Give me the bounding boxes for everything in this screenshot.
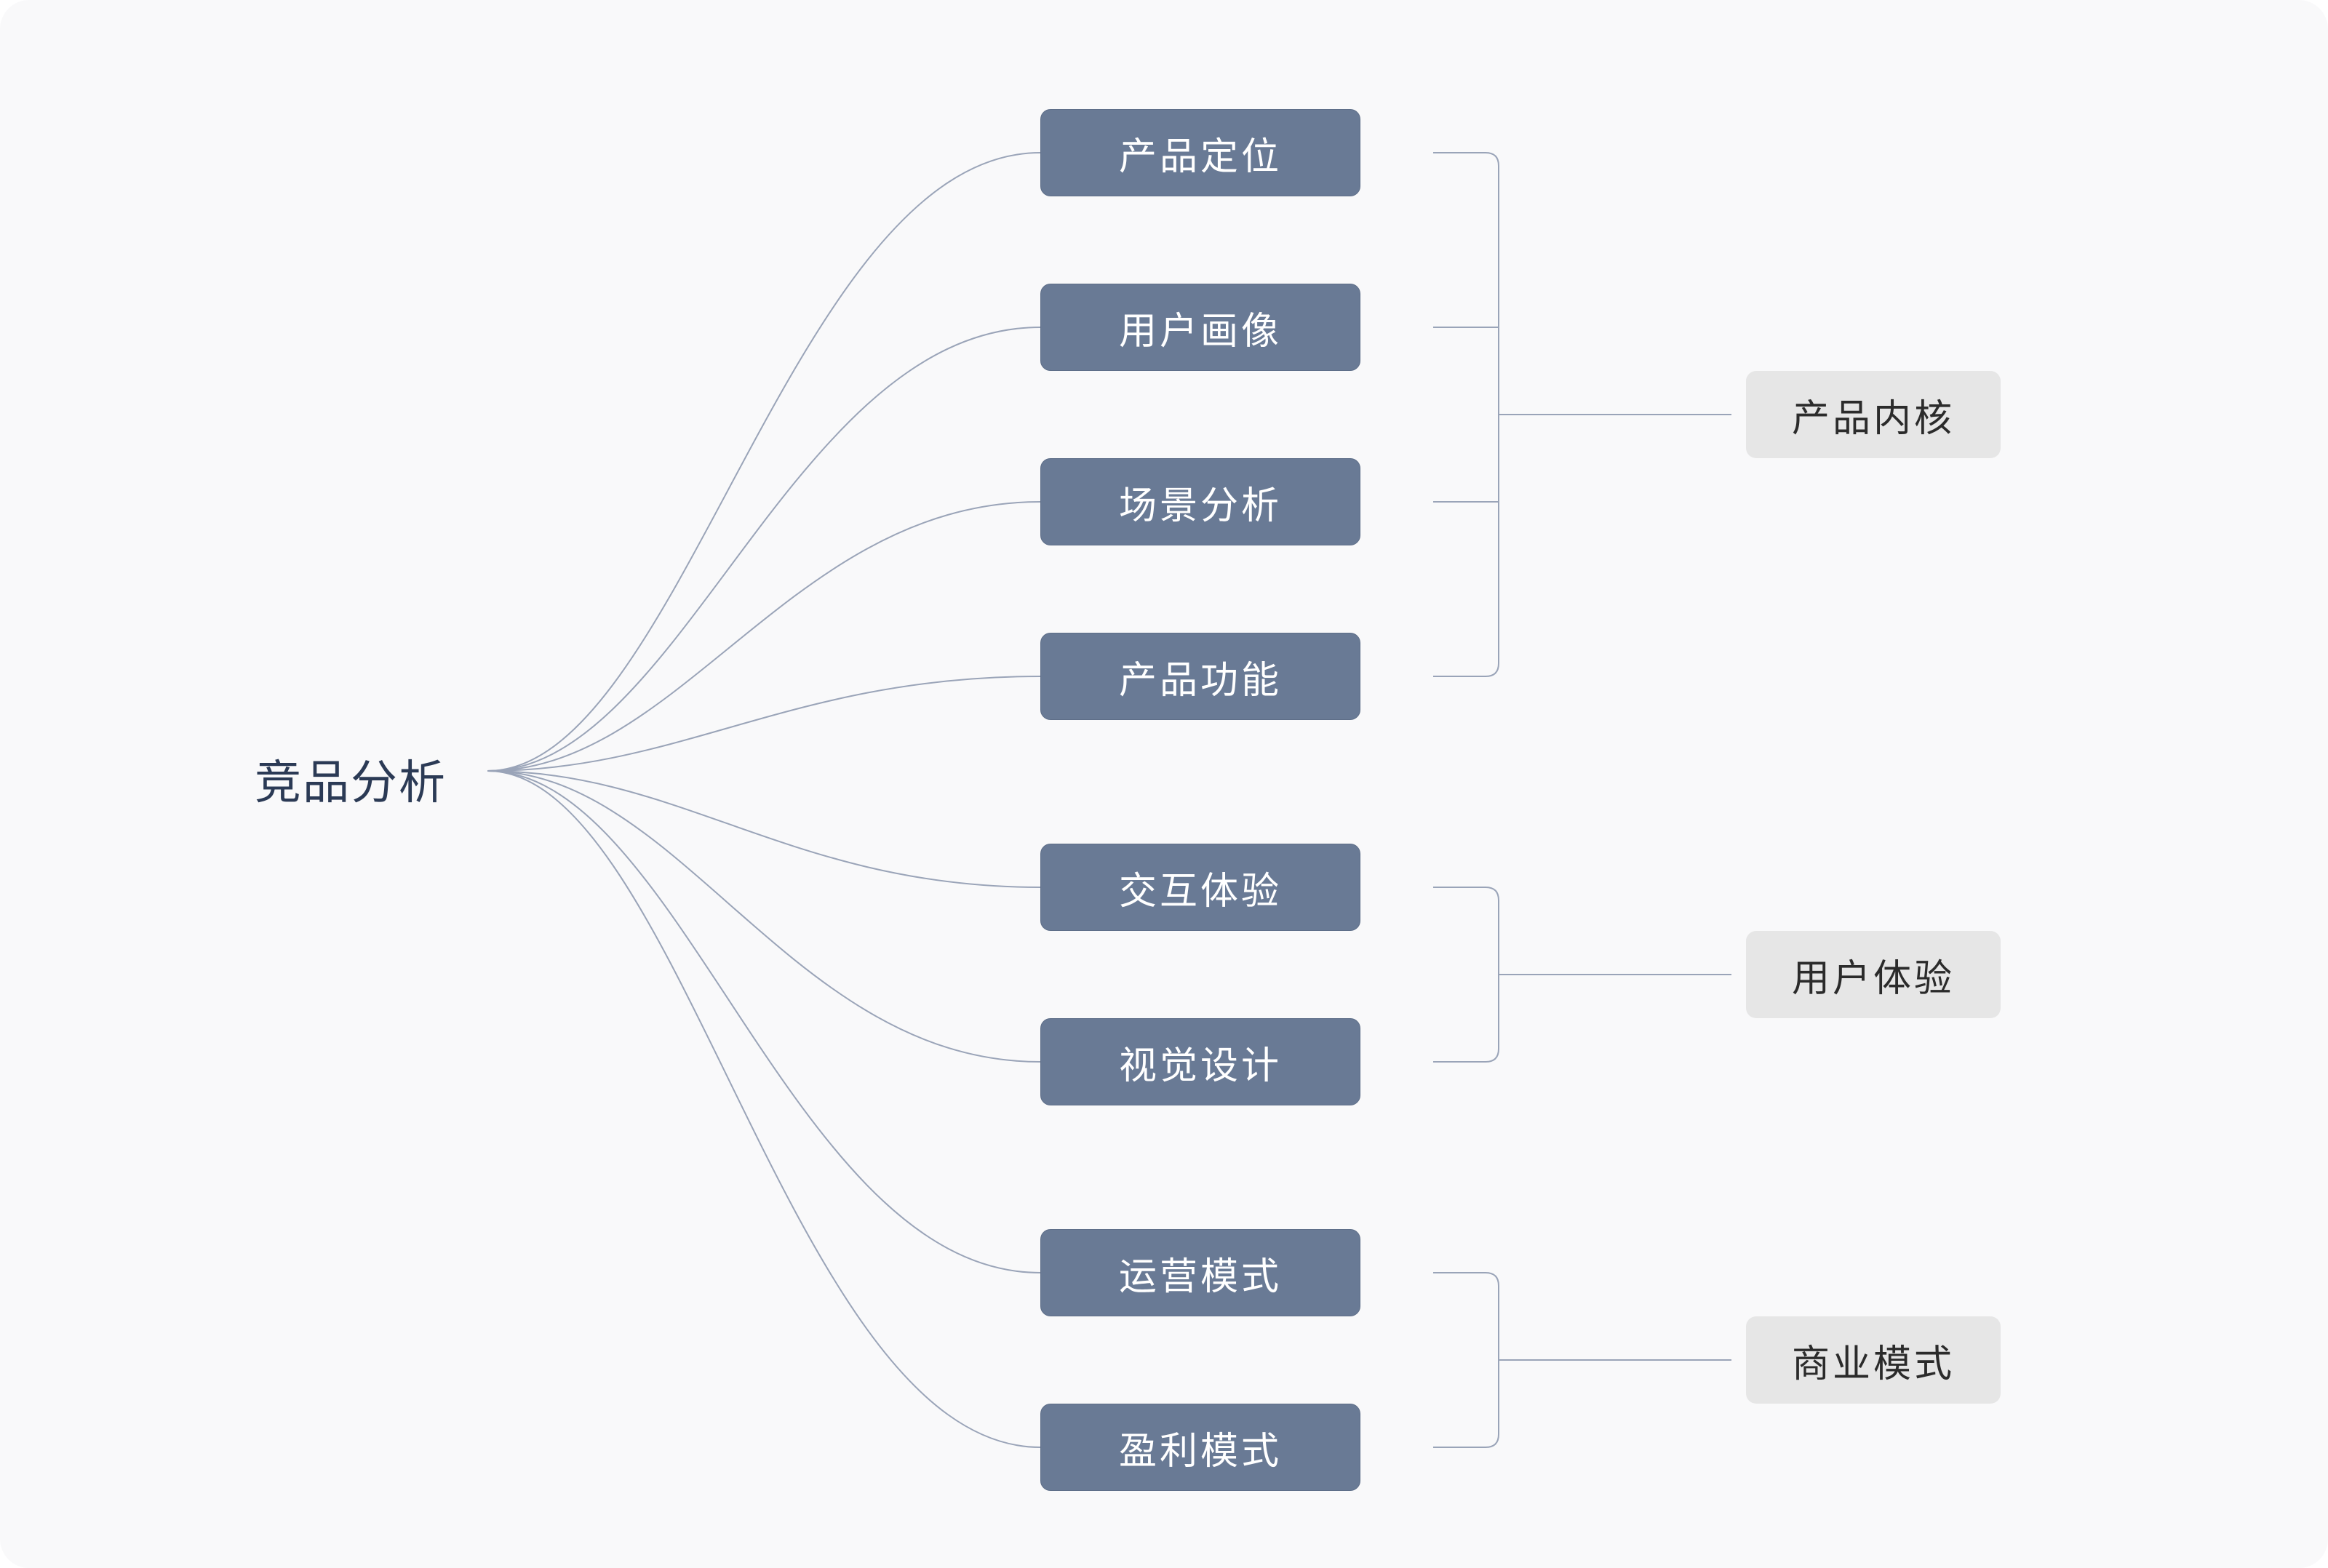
diagram-canvas: 竞品分析 产品定位用户画像场景分析产品功能交互体验视觉设计运营模式盈利模式 产品内核… (0, 0, 2328, 1568)
mid-node-m5: 视觉设计 (1040, 1018, 1360, 1105)
mid-node-m3: 产品功能 (1040, 633, 1360, 720)
category-node-c2: 商业模式 (1746, 1316, 2001, 1404)
mid-node-m4: 交互体验 (1040, 844, 1360, 931)
mid-node-m6: 运营模式 (1040, 1229, 1360, 1316)
mid-node-m1: 用户画像 (1040, 284, 1360, 371)
mid-node-m0: 产品定位 (1040, 109, 1360, 196)
category-node-c1: 用户体验 (1746, 931, 2001, 1018)
category-node-c0: 产品内核 (1746, 371, 2001, 458)
root-node: 竞品分析 (255, 745, 447, 812)
mid-node-m7: 盈利模式 (1040, 1404, 1360, 1491)
mid-node-m2: 场景分析 (1040, 458, 1360, 545)
